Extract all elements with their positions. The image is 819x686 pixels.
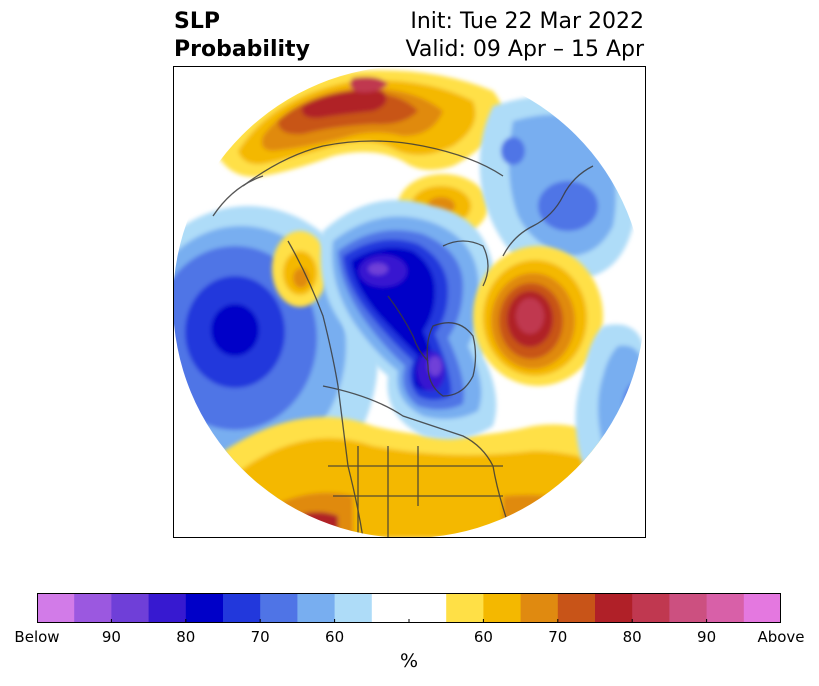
title-product: Probability (174, 37, 310, 62)
colorbar-tick-label: 60 (325, 628, 345, 646)
colorbar-segment (409, 593, 447, 623)
colorbar-tick-label: 70 (250, 628, 270, 646)
colorbar-segment (185, 593, 224, 623)
colorbar-tick-label: 70 (548, 628, 568, 646)
colorbar-segment (74, 593, 112, 623)
colorbar-segment (557, 593, 596, 623)
map-frame (173, 66, 646, 538)
colorbar-segment (595, 593, 633, 623)
anomaly-arctic-below (320, 199, 497, 440)
colorbar-tick-label: Above (757, 628, 805, 646)
colorbar-segment (223, 593, 261, 623)
colorbar-segment (148, 593, 187, 623)
colorbar-segment (446, 593, 484, 623)
anomaly-north-atlantic-above (473, 246, 603, 386)
colorbar-segment (520, 593, 559, 623)
colorbar-tick-label: Below (14, 628, 60, 646)
colorbar-segment (37, 593, 75, 623)
valid-range: Valid: 09 Apr – 15 Apr (405, 37, 645, 62)
colorbar-tick-label: 60 (473, 628, 493, 646)
init-date: Init: Tue 22 Mar 2022 (410, 9, 644, 34)
colorbar-segment (743, 593, 781, 623)
anomaly-northeast-pacific-above (272, 231, 328, 307)
colorbar-segment (371, 593, 410, 623)
map-subtitle: Init: Tue 22 Mar 2022 Valid: 09 Apr – 15… (406, 8, 645, 64)
colorbar-segment (706, 593, 745, 623)
colorbar-segment (111, 593, 150, 623)
colorbar-segment (297, 593, 336, 623)
colorbar-segment (483, 593, 522, 623)
colorbar-tick-label: 80 (176, 628, 196, 646)
coastlines (212, 140, 594, 538)
map-title: SLP Probability (174, 8, 310, 64)
colorbar-tick-label: 90 (101, 628, 121, 646)
title-variable: SLP (174, 9, 220, 34)
probability-map (173, 66, 646, 538)
colorbar-segment (632, 593, 670, 623)
colorbar-segment (334, 593, 373, 623)
colorbar-segment (260, 593, 298, 623)
colorbar-tick-label: 80 (622, 628, 642, 646)
colorbar-tick-label: 90 (697, 628, 717, 646)
colorbar-units: % (399, 650, 419, 672)
colorbar (37, 593, 781, 623)
colorbar-segment (669, 593, 708, 623)
